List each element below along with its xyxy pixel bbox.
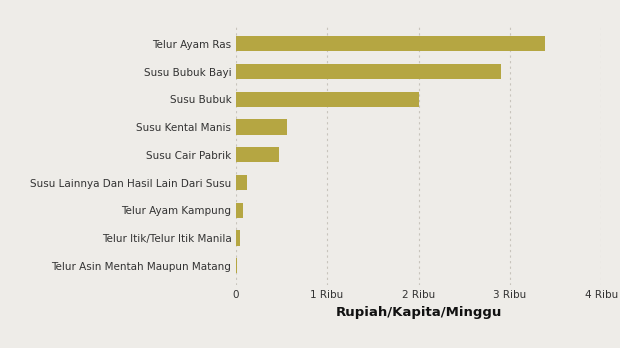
Bar bbox=[236, 119, 287, 135]
Bar bbox=[236, 175, 247, 190]
Bar bbox=[236, 147, 280, 163]
Bar bbox=[236, 203, 243, 218]
X-axis label: Rupiah/Kapita/Minggu: Rupiah/Kapita/Minggu bbox=[335, 307, 502, 319]
Bar bbox=[236, 258, 237, 274]
Bar bbox=[236, 230, 240, 246]
Bar bbox=[236, 64, 501, 79]
Bar bbox=[236, 92, 418, 107]
Bar bbox=[236, 36, 545, 52]
